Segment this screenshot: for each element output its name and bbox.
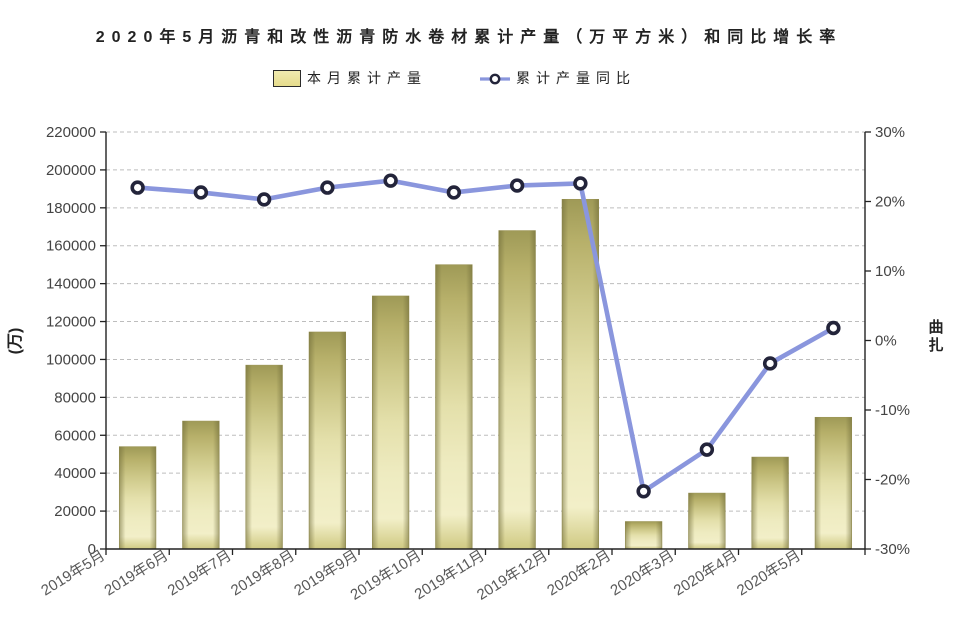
svg-text:200000: 200000 xyxy=(46,162,96,179)
svg-text:(万): (万) xyxy=(7,328,24,355)
svg-text:100000: 100000 xyxy=(46,351,96,368)
svg-text:曲: 曲 xyxy=(928,318,943,336)
svg-text:20%: 20% xyxy=(875,194,905,211)
svg-text:30%: 30% xyxy=(875,124,905,141)
svg-text:80000: 80000 xyxy=(54,389,96,406)
svg-text:180000: 180000 xyxy=(46,200,96,217)
svg-text:20000: 20000 xyxy=(54,503,96,520)
svg-text:-30%: -30% xyxy=(875,541,910,558)
svg-text:2020年3月: 2020年3月 xyxy=(608,547,678,599)
svg-text:2019年10月: 2019年10月 xyxy=(347,547,424,604)
svg-text:0%: 0% xyxy=(875,333,897,350)
svg-text:120000: 120000 xyxy=(46,314,96,331)
svg-text:2020年4月: 2020年4月 xyxy=(671,547,741,599)
svg-text:140000: 140000 xyxy=(46,276,96,293)
svg-text:2020年5月: 2020年5月 xyxy=(734,547,804,599)
svg-text:2019年6月: 2019年6月 xyxy=(102,547,172,599)
svg-text:10%: 10% xyxy=(875,263,905,280)
svg-text:扎: 扎 xyxy=(928,336,943,354)
svg-text:2019年8月: 2019年8月 xyxy=(228,547,298,599)
svg-text:220000: 220000 xyxy=(46,124,96,141)
svg-text:2019年5月: 2019年5月 xyxy=(38,547,108,599)
svg-text:2020年2月: 2020年2月 xyxy=(544,547,614,599)
svg-text:-20%: -20% xyxy=(875,472,910,489)
svg-text:-10%: -10% xyxy=(875,402,910,419)
svg-text:2019年12月: 2019年12月 xyxy=(474,547,551,604)
svg-text:2019年7月: 2019年7月 xyxy=(165,547,235,599)
svg-text:40000: 40000 xyxy=(54,465,96,482)
svg-text:160000: 160000 xyxy=(46,238,96,255)
svg-text:60000: 60000 xyxy=(54,427,96,444)
